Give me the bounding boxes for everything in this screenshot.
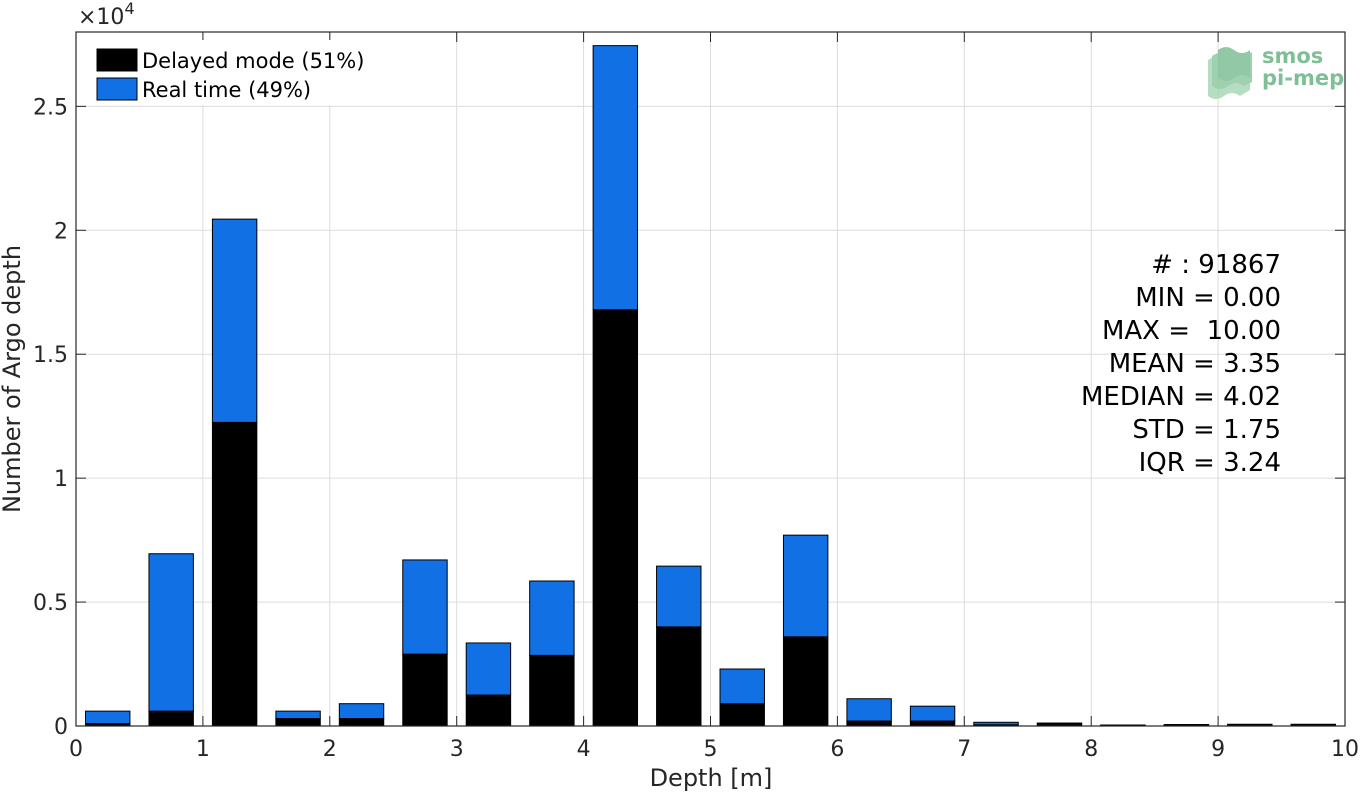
statistics-block: # : 91867 MIN = 0.00 MAX = 10.00 MEAN = … bbox=[1081, 250, 1281, 478]
stat-min: MIN = 0.00 bbox=[1135, 283, 1281, 313]
x-tick-label: 3 bbox=[450, 737, 464, 762]
grid-lines bbox=[75, 32, 1346, 727]
tick-marks bbox=[75, 32, 1346, 727]
bar-real-time bbox=[656, 565, 702, 628]
y-tick-label: 0 bbox=[54, 715, 68, 740]
y-tick-label: 2 bbox=[54, 219, 68, 244]
bar-real-time bbox=[275, 710, 321, 720]
legend-label-realtime: Real time (49%) bbox=[142, 78, 311, 102]
y-tick-labels: 0 0.5 1 1.5 2 2.5 bbox=[33, 95, 68, 740]
stat-count: # : 91867 bbox=[1151, 250, 1281, 280]
bar-real-time bbox=[85, 710, 131, 725]
bar-real-time bbox=[402, 559, 448, 655]
bar-real-time bbox=[909, 705, 956, 722]
y-exponent-power: 4 bbox=[124, 0, 134, 18]
x-tick-label: 2 bbox=[323, 737, 337, 762]
bar-real-time bbox=[211, 218, 258, 423]
stat-median: MEDIAN = 4.02 bbox=[1081, 382, 1281, 412]
logo-text-pimep: pi-mep bbox=[1262, 66, 1344, 90]
x-tick-label: 7 bbox=[957, 737, 971, 762]
bar-delayed-mode bbox=[909, 720, 956, 727]
bar-delayed-mode bbox=[592, 309, 639, 727]
legend-swatch-delayed bbox=[96, 48, 138, 72]
bar-delayed-mode bbox=[211, 421, 258, 727]
x-axis-label: Depth [m] bbox=[650, 764, 773, 792]
bar-delayed-mode bbox=[465, 694, 512, 727]
y-tick-label: 1 bbox=[54, 467, 68, 492]
legend-swatch-realtime bbox=[96, 77, 138, 101]
x-tick-label: 9 bbox=[1211, 737, 1225, 762]
bar-delayed-mode bbox=[402, 653, 448, 727]
y-axis-label: Number of Argo depth bbox=[0, 245, 26, 513]
bar-real-time bbox=[338, 703, 385, 720]
bar-real-time bbox=[846, 698, 892, 722]
bar-delayed-mode bbox=[719, 703, 765, 727]
bar-real-time bbox=[592, 45, 639, 311]
y-tick-label: 0.5 bbox=[33, 591, 68, 616]
legend: Delayed mode (51%) Real time (49%) bbox=[85, 40, 385, 105]
x-tick-label: 4 bbox=[577, 737, 591, 762]
bar-real-time bbox=[529, 580, 575, 656]
stat-max: MAX = 10.00 bbox=[1102, 316, 1281, 346]
bar-real-time bbox=[148, 553, 194, 712]
bar-delayed-mode bbox=[338, 718, 385, 727]
bar-real-time bbox=[719, 668, 765, 705]
logo-text-smos: smos bbox=[1262, 44, 1323, 68]
bar-real-time bbox=[973, 721, 1019, 726]
x-tick-label: 5 bbox=[704, 737, 718, 762]
bar-delayed-mode bbox=[275, 718, 321, 727]
x-tick-labels: 0 1 2 3 4 5 6 7 8 9 10 bbox=[69, 737, 1359, 762]
bars-group bbox=[85, 45, 1336, 727]
bar-delayed-mode bbox=[656, 626, 702, 727]
y-tick-label: 2.5 bbox=[33, 95, 68, 120]
stat-std: STD = 1.75 bbox=[1132, 415, 1281, 445]
bar-delayed-mode bbox=[782, 636, 829, 727]
y-tick-label: 1.5 bbox=[33, 343, 68, 368]
x-tick-label: 10 bbox=[1331, 737, 1359, 762]
bar-delayed-mode bbox=[846, 720, 892, 727]
bar-real-time bbox=[465, 642, 512, 696]
stat-iqr: IQR = 3.24 bbox=[1139, 448, 1281, 478]
x-tick-label: 0 bbox=[69, 737, 83, 762]
legend-label-delayed: Delayed mode (51%) bbox=[142, 49, 364, 73]
x-tick-label: 8 bbox=[1084, 737, 1098, 762]
x-tick-label: 6 bbox=[830, 737, 844, 762]
smos-pi-mep-logo: smos pi-mep bbox=[1208, 44, 1344, 99]
bar-real-time bbox=[782, 534, 829, 638]
y-exponent-label: ×104 bbox=[78, 0, 135, 30]
bar-delayed-mode bbox=[529, 654, 575, 727]
bar-delayed-mode bbox=[148, 710, 194, 727]
x-tick-label: 1 bbox=[196, 737, 210, 762]
stat-mean: MEAN = 3.35 bbox=[1109, 349, 1281, 379]
logo-wave-icon bbox=[1208, 47, 1252, 99]
